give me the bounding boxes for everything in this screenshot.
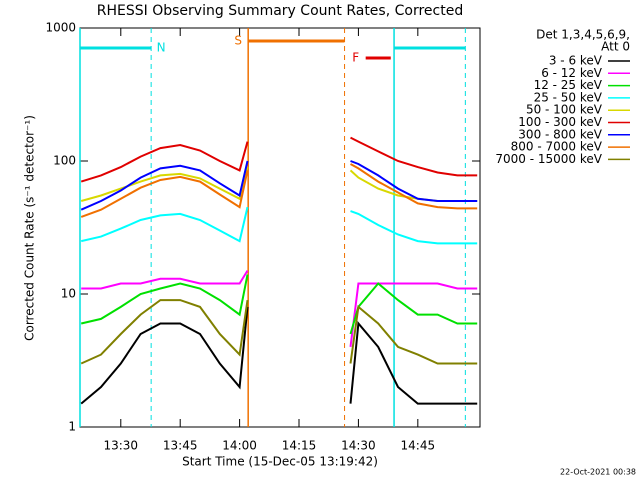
legend-label: 12 - 25 keV (534, 78, 603, 92)
x-axis-label: Start Time (15-Dec-05 13:19:42) (182, 455, 378, 469)
series-line (80, 160, 478, 211)
legend-label: 7000 - 15000 keV (495, 152, 602, 166)
series-line (80, 136, 478, 183)
chart-title: RHESSI Observing Summary Count Rates, Co… (97, 3, 463, 19)
y-tick-label: 10 (61, 287, 76, 301)
plot-frame (79, 27, 481, 428)
series-line (80, 206, 478, 245)
legend-title: Det 1,3,4,5,6,9, (536, 28, 630, 42)
x-tick-label: 14:45 (401, 439, 436, 453)
series-line (80, 163, 478, 218)
legend-label: 100 - 300 keV (518, 115, 602, 129)
legend-label: 25 - 50 keV (534, 90, 603, 104)
series-line (81, 270, 478, 348)
legend-label: 50 - 100 keV (526, 103, 603, 117)
legend-label: 6 - 12 keV (541, 66, 603, 80)
x-tick-label: 13:30 (103, 439, 138, 453)
x-tick-label: 13:45 (163, 439, 198, 453)
legend-title: Att 0 (601, 40, 630, 54)
series-line (80, 299, 478, 365)
legend-label: 300 - 800 keV (518, 127, 602, 141)
series-line (80, 166, 478, 202)
legend-label: 800 - 7000 keV (511, 140, 603, 154)
legend-label: 3 - 6 keV (549, 54, 603, 68)
series-line (80, 274, 478, 335)
y-axis-label: Corrected Count Rate (s⁻¹ detector⁻¹) (23, 115, 37, 341)
interval-label: N (157, 41, 166, 55)
x-tick-label: 14:30 (341, 439, 376, 453)
y-tick-label: 1000 (45, 21, 76, 35)
interval-label: F (352, 51, 359, 65)
y-tick-label: 100 (53, 154, 76, 168)
interval-label: S (234, 34, 242, 48)
x-tick-label: 14:15 (282, 439, 317, 453)
series-line (80, 306, 478, 405)
y-tick-label: 1 (68, 420, 76, 434)
footer: 22-Oct-2021 00:38 (560, 468, 636, 477)
x-tick-label: 14:00 (222, 439, 257, 453)
